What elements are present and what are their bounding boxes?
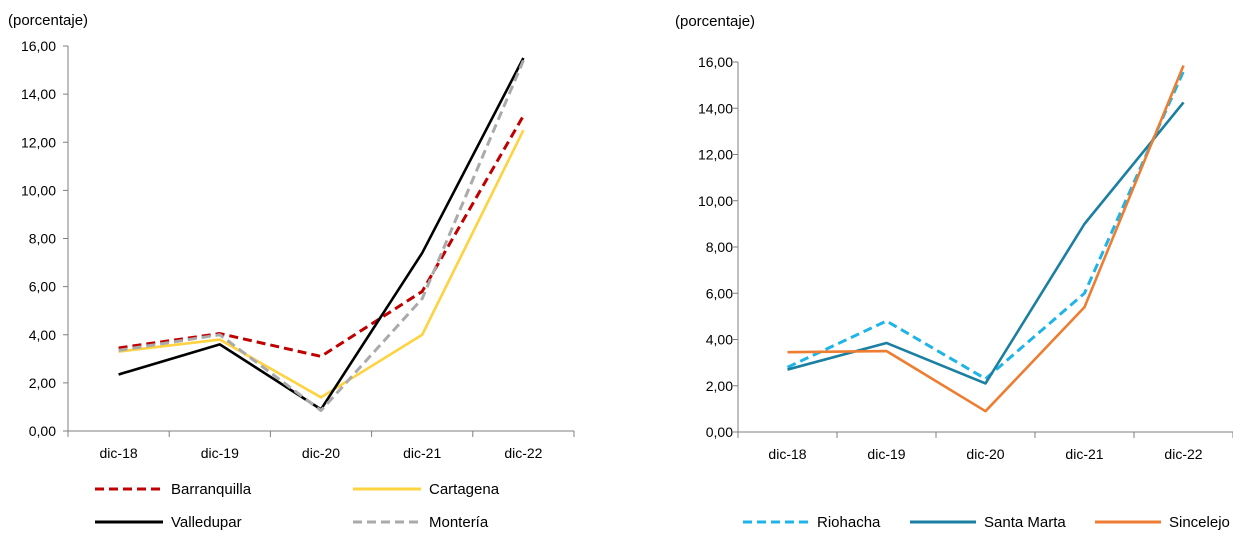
x-tick-label: dic-20 [966, 446, 1004, 462]
legend-label-valledupar: Valledupar [171, 514, 242, 531]
left-chart: (porcentaje) 0,00 2,00 4,00 6,00 8,00 10,00 12,… [8, 12, 575, 531]
legend-label-barranquilla: Barranquilla [171, 481, 252, 498]
y-tick-label: 2,00 [29, 375, 56, 391]
x-tick-label: dic-20 [302, 445, 340, 461]
y-tick-label: 4,00 [706, 332, 733, 348]
y-tick-label: 16,00 [21, 38, 56, 54]
x-tick-label: dic-18 [100, 445, 138, 461]
series-line-monteria [118, 59, 525, 413]
x-tick-label: dic-19 [867, 446, 905, 462]
y-tick-label: 0,00 [706, 424, 733, 440]
series-line-cartagena [118, 129, 525, 399]
right-chart: (porcentaje) 0,00 2,00 4,00 6,00 8,00 10,00 12,… [675, 13, 1233, 531]
y-tick-label: 16,00 [698, 54, 733, 70]
unit-label: (porcentaje) [8, 12, 88, 29]
y-tick-label: 2,00 [706, 378, 733, 394]
y-tick-label: 12,00 [698, 147, 733, 163]
x-tick-label: dic-19 [201, 445, 239, 461]
y-tick-label: 8,00 [29, 231, 56, 247]
y-tick-label: 6,00 [29, 279, 56, 295]
series-line-santa-marta [787, 101, 1185, 385]
x-tick-label: dic-21 [403, 445, 441, 461]
y-tick-label: 8,00 [706, 239, 733, 255]
legend-label-riohacha: Riohacha [817, 514, 881, 531]
x-tick-label: dic-21 [1065, 446, 1103, 462]
x-tick-label: dic-18 [768, 446, 806, 462]
y-tick-label: 4,00 [29, 327, 56, 343]
y-tick-label: 14,00 [21, 86, 56, 102]
series-line-barranquilla [118, 115, 525, 358]
y-tick-label: 14,00 [698, 100, 733, 116]
legend-label-monteria: Montería [429, 514, 489, 531]
y-tick-label: 6,00 [706, 285, 733, 301]
y-tick-label: 12,00 [21, 134, 56, 150]
x-tick-label: dic-22 [1164, 446, 1202, 462]
series-line-riohacha [786, 70, 1185, 381]
y-tick-label: 10,00 [21, 182, 56, 198]
series-line-sincelejo [787, 64, 1185, 413]
legend-label-santa-marta: Santa Marta [984, 514, 1066, 531]
x-tick-label: dic-22 [504, 445, 542, 461]
legend-label-sincelejo: Sincelejo [1169, 514, 1230, 531]
legend-label-cartagena: Cartagena [429, 481, 500, 498]
series-line-valledupar [118, 57, 525, 411]
y-tick-label: 0,00 [29, 423, 56, 439]
y-tick-label: 10,00 [698, 193, 733, 209]
unit-label: (porcentaje) [675, 13, 755, 30]
